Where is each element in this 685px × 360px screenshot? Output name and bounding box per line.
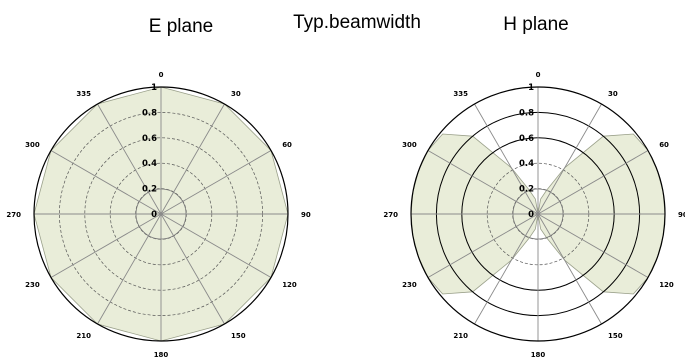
e-plane-angle-label: 90 [301, 211, 311, 219]
h-plane-spoke [427, 150, 539, 215]
e-plane-polar-plot: 00.20.40.60.8103060901201501802102302703… [6, 71, 310, 359]
e-plane-angle-label: 300 [25, 141, 40, 149]
e-plane-radial-tick-label: 0.8 [142, 108, 157, 118]
e-plane-title: E plane [149, 16, 213, 37]
e-plane-angle-label: 0 [159, 71, 164, 79]
e-plane-spoke [97, 103, 162, 215]
h-plane-radial-tick-label: 0.4 [519, 159, 534, 169]
h-plane-angle-label: 90 [678, 211, 685, 219]
h-plane-angle-label: 120 [659, 281, 674, 289]
h-plane-angle-label: 300 [402, 141, 417, 149]
e-plane-angle-label: 60 [282, 141, 292, 149]
e-plane-angle-label: 180 [154, 351, 169, 359]
e-plane-spoke [160, 213, 225, 325]
h-plane-angle-label: 30 [608, 90, 618, 98]
h-plane-radial-tick-label: 0.2 [519, 185, 534, 195]
beamwidth-label: Typ.beamwidth [293, 12, 421, 33]
h-plane-outer-circle [410, 86, 666, 342]
h-plane-spoke [537, 213, 602, 325]
e-plane-radial-tick-label: 0.4 [142, 159, 157, 169]
h-plane-spoke [537, 213, 649, 278]
e-plane-angle-label: 270 [6, 211, 21, 219]
h-plane-angle-label: 210 [453, 332, 468, 340]
h-plane-angle-label: 0 [536, 71, 541, 79]
e-plane-spoke [50, 213, 162, 278]
e-plane-angle-label: 30 [231, 90, 241, 98]
e-plane-angle-label: 120 [282, 281, 297, 289]
e-plane-spoke [160, 150, 272, 215]
h-plane-angle-label: 150 [608, 332, 623, 340]
h-plane-polar-plot: 00.20.40.60.8103060901201501802102302703… [383, 71, 685, 359]
e-plane-angle-label: 210 [76, 332, 91, 340]
h-plane-angle-label: 180 [531, 351, 546, 359]
h-plane-spoke [427, 213, 539, 278]
h-plane-radial-tick-label: 1 [528, 83, 534, 93]
e-plane-spoke [97, 213, 162, 325]
e-plane-radial-tick-label: 1 [151, 83, 157, 93]
e-plane-outer-circle [33, 86, 289, 342]
h-plane-radial-tick-label: 0.6 [519, 134, 534, 144]
h-plane-spoke [537, 103, 602, 215]
h-plane-spoke [537, 150, 649, 215]
h-plane-radial-tick-label: 0 [528, 210, 534, 220]
h-plane-angle-label: 230 [402, 281, 417, 289]
e-plane-radial-tick-label: 0 [151, 210, 157, 220]
h-plane-angle-label: 270 [383, 211, 398, 219]
h-plane-spoke [474, 213, 539, 325]
e-plane-angle-label: 150 [231, 332, 246, 340]
h-plane-radial-tick-label: 0.8 [519, 108, 534, 118]
e-plane-spoke [160, 103, 225, 215]
e-plane-angle-label: 335 [76, 90, 91, 98]
e-plane-radial-tick-label: 0.2 [142, 185, 157, 195]
e-plane-spoke [50, 150, 162, 215]
e-plane-angle-label: 230 [25, 281, 40, 289]
h-plane-angle-label: 335 [453, 90, 468, 98]
e-plane-spoke [160, 213, 272, 278]
h-plane-angle-label: 60 [659, 141, 669, 149]
e-plane-radial-tick-label: 0.6 [142, 134, 157, 144]
h-plane-spoke [474, 103, 539, 215]
h-plane-title: H plane [503, 14, 569, 35]
